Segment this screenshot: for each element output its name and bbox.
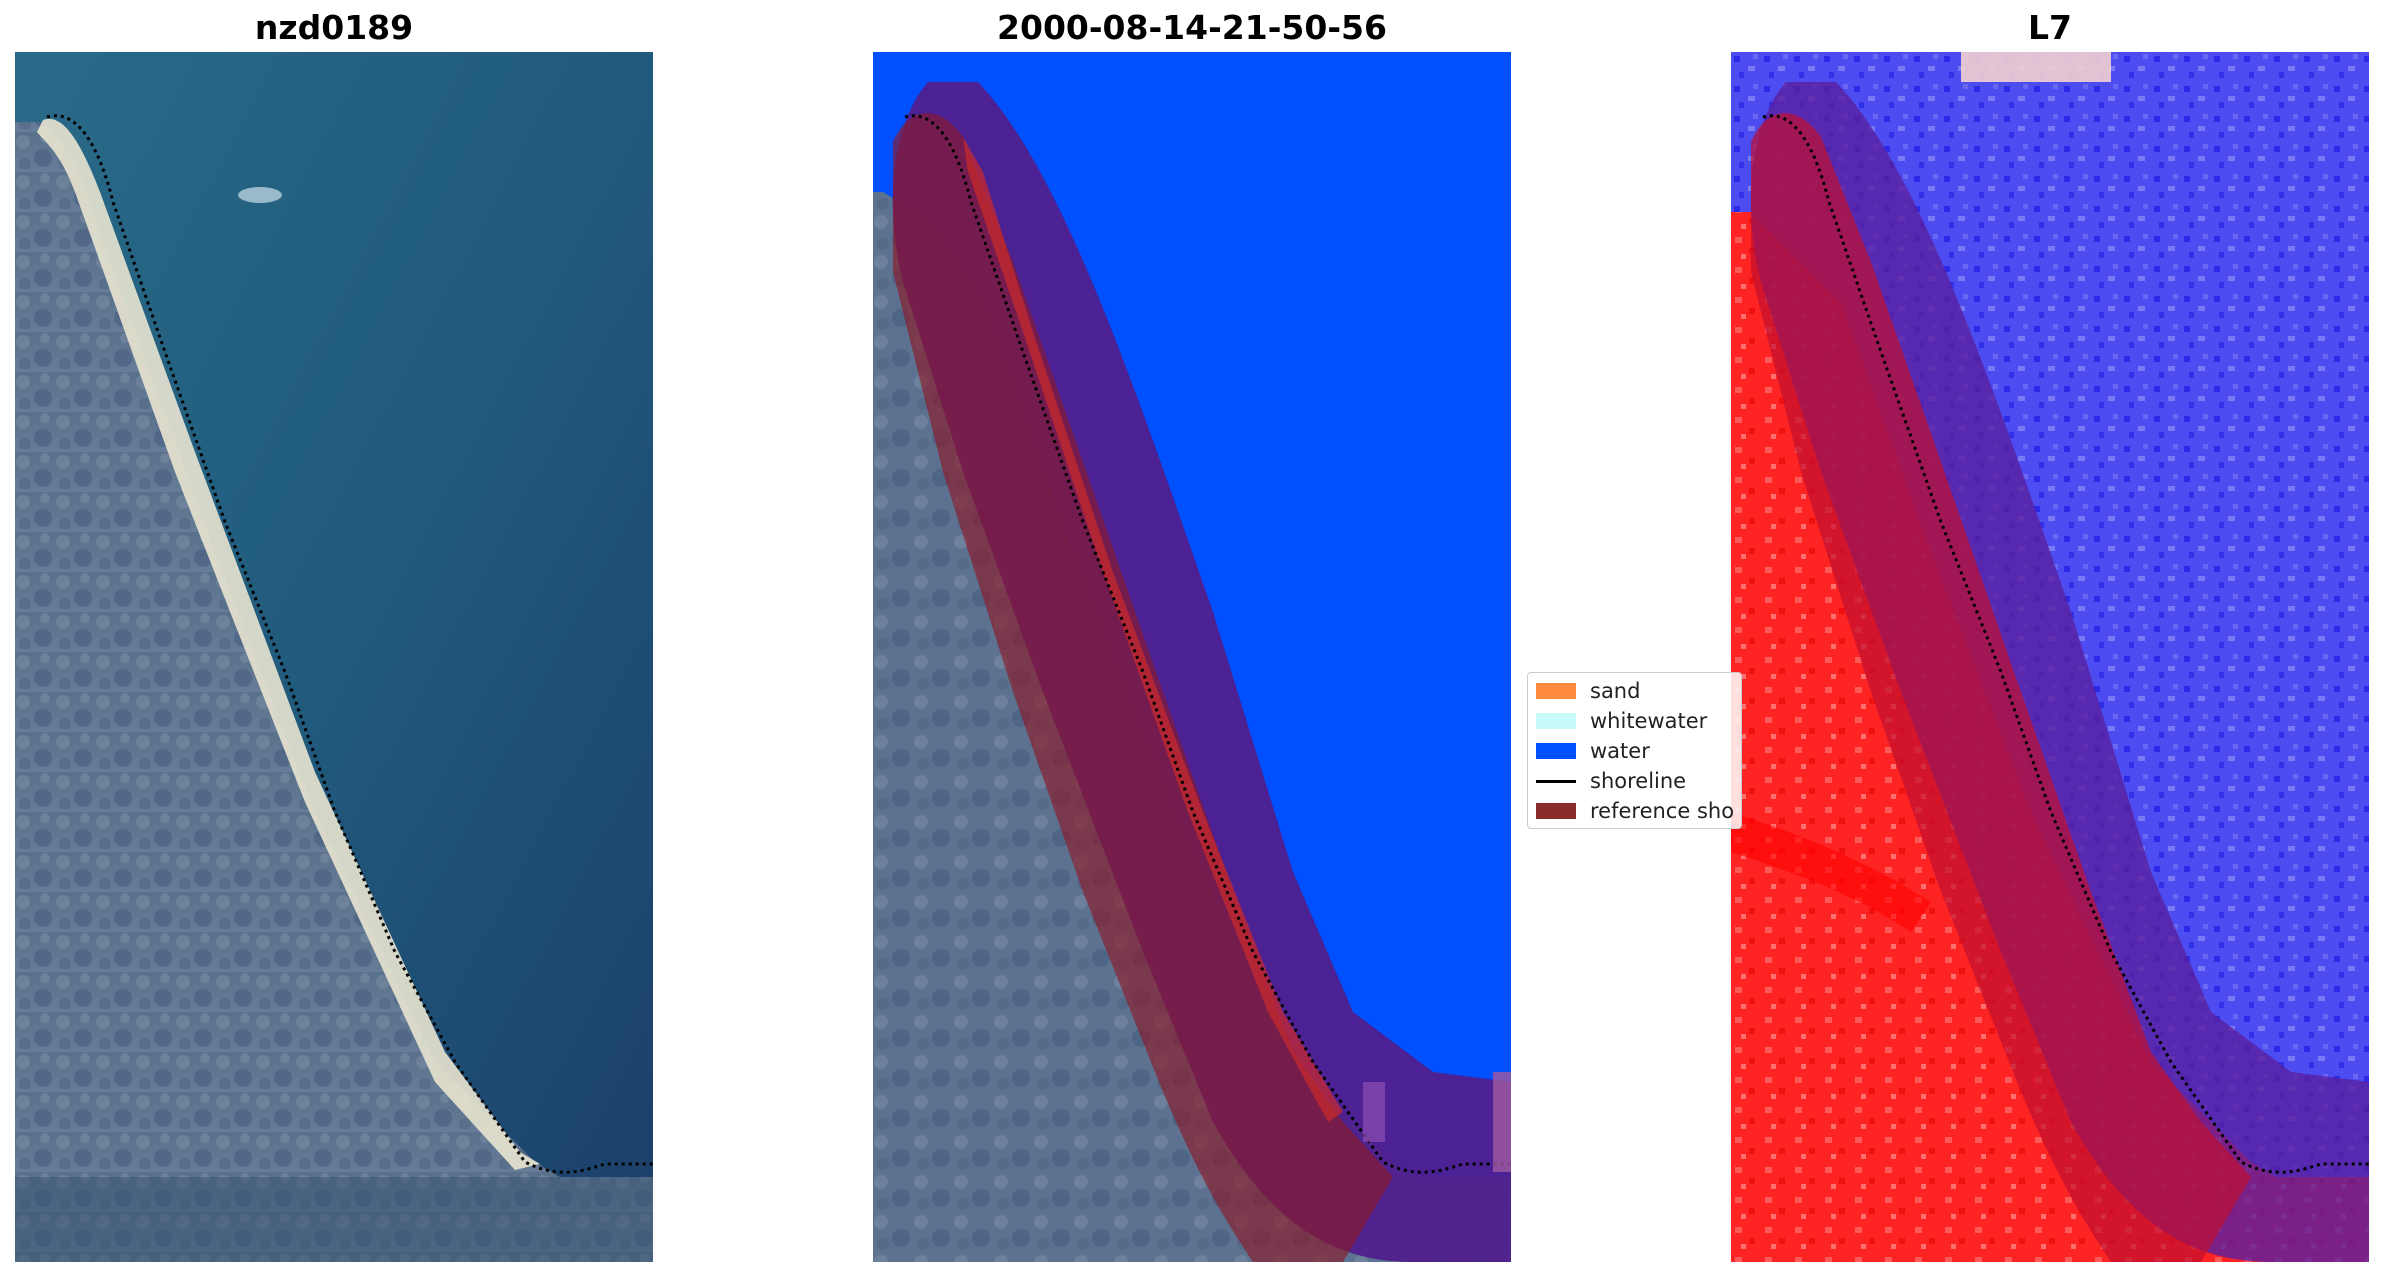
legend-item-sand: sand — [1536, 677, 1640, 705]
rgb-image — [15, 52, 653, 1262]
sandy-beach — [37, 118, 540, 1171]
rgb-image-panel — [15, 52, 653, 1262]
panel-title-classified: 2000-08-14-21-50-56 — [997, 8, 1387, 47]
shoreline-line — [904, 114, 1511, 1174]
sand-swatch — [1536, 683, 1576, 699]
reference-shoreline-zone — [893, 113, 1393, 1262]
shoreline-line-swatch — [1536, 779, 1576, 783]
index-image-panel — [1731, 52, 2369, 1262]
legend-item-shoreline: shoreline — [1536, 767, 1686, 795]
index-image — [1731, 52, 2369, 1262]
legend-item-reference-shoreline: reference sho — [1536, 797, 1734, 825]
legend-label: whitewater — [1590, 709, 1708, 733]
land-area — [15, 122, 653, 1262]
classified-image — [873, 52, 1511, 1262]
water-swatch — [1536, 743, 1576, 759]
legend: sand whitewater water shoreline referenc… — [1527, 672, 1742, 829]
shoreline-line — [46, 114, 653, 1174]
classified-image-panel — [873, 52, 1511, 1262]
whitewater-swatch — [1536, 713, 1576, 729]
legend-label: water — [1590, 739, 1650, 763]
legend-item-water: water — [1536, 737, 1650, 765]
legend-label: reference sho — [1590, 799, 1735, 823]
panel-title-index: L7 — [2028, 8, 2072, 47]
reference-shoreline-zone — [1751, 113, 2251, 1262]
legend-label: sand — [1590, 679, 1641, 703]
shoreline-line — [1762, 114, 2369, 1174]
reference-shoreline-swatch — [1536, 803, 1576, 819]
legend-item-whitewater: whitewater — [1536, 707, 1707, 735]
panel-title-rgb: nzd0189 — [254, 8, 414, 47]
legend-label: shoreline — [1590, 769, 1687, 793]
